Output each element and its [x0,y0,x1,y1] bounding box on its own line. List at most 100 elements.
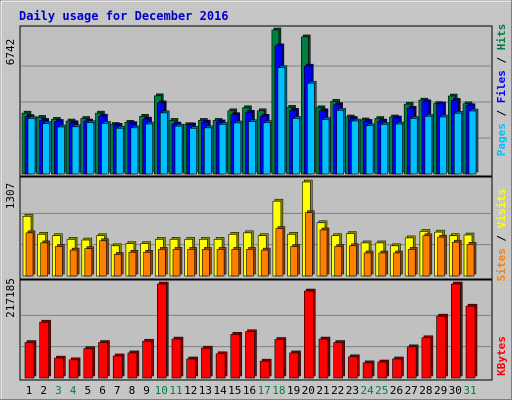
bar-kbytes-15 [230,332,243,379]
x-tick-label: 8 [129,384,136,397]
x-tick-label: 24 [360,384,374,397]
legend-hits: Hits [495,24,508,51]
bar-kbytes-24 [362,360,375,379]
bar-pages-12 [189,126,199,175]
x-tick-label: 4 [70,384,77,397]
bar-sites-11 [172,247,183,277]
bar-kbytes-7 [112,353,125,379]
bar-kbytes-4 [68,357,81,379]
bar-sites-15 [231,247,242,277]
legend-visits: Visits [495,189,508,229]
bar-kbytes-19 [289,350,301,379]
bar-pages-10 [160,110,170,175]
x-tick-label: 28 [419,384,432,397]
bar-pages-30 [453,111,464,175]
x-tick-label: 31 [463,384,476,397]
x-tick-label: 17 [258,384,271,397]
bar-kbytes-26 [392,356,404,379]
bar-pages-17 [262,120,273,175]
x-tick-label: 25 [375,384,388,397]
chart-title: Daily usage for December 2016 [19,9,229,23]
bar-sites-22 [334,244,344,277]
x-tick-label: 19 [287,384,300,397]
bar-kbytes-3 [54,355,66,379]
bar-pages-25 [380,122,391,175]
bar-pages-9 [145,121,155,175]
bar-sites-17 [260,247,271,277]
bar-kbytes-13 [201,345,213,379]
bar-sites-3 [55,244,65,277]
x-tick-label: 12 [184,384,197,397]
bar-sites-2 [40,240,50,277]
bar-pages-16 [248,119,258,175]
bar-sites-5 [84,246,95,277]
x-tick-label: 13 [199,384,212,397]
x-axis-labels: 1 2 3 4 5 6 7 8 9 10 11 12 13 14 15 16 17 18 19 20 21 22 23 24 2… [26,384,477,397]
bar-pages-24 [365,123,376,175]
x-tick-label: 30 [449,384,462,397]
legend-sites-visits: Sites / Visits [495,189,508,282]
bar-kbytes-25 [377,359,390,379]
bar-kbytes-9 [142,338,154,379]
kbytes-ymax-label: 217185 [4,278,17,318]
bar-kbytes-17 [259,358,272,379]
x-tick-label: 27 [405,384,418,397]
x-tick-label: 10 [155,384,168,397]
bar-sites-27 [407,247,418,277]
bar-sites-12 [187,247,197,277]
legend-sites: Sites [495,248,508,281]
bar-sites-26 [393,250,403,277]
bar-sites-10 [158,247,168,277]
bar-kbytes-28 [421,335,434,379]
x-tick-label: 20 [302,384,315,397]
bar-pages-26 [395,121,405,175]
bar-sites-13 [202,247,212,277]
bar-sites-25 [378,250,389,277]
x-tick-label: 3 [55,384,62,397]
bar-kbytes-27 [406,344,419,379]
bar-pages-14 [218,122,229,175]
bars-layer [21,27,479,379]
bar-sites-29 [437,234,447,277]
bar-kbytes-20 [303,288,316,379]
bar-pages-15 [233,120,244,175]
bar-sites-14 [216,247,227,277]
bar-sites-4 [69,247,80,277]
bar-kbytes-18 [274,337,287,379]
bar-kbytes-12 [186,356,198,379]
legend-hits-files-pages: Pages / Files / Hits [495,24,508,157]
bar-pages-8 [130,125,141,175]
bar-kbytes-8 [127,350,140,379]
bar-sites-21 [319,227,330,277]
bar-sites-18 [275,226,286,277]
x-tick-label: 26 [390,384,403,397]
x-tick-label: 6 [99,384,106,397]
bar-kbytes-10 [157,281,169,379]
bar-kbytes-14 [215,351,228,379]
bar-pages-27 [409,116,420,175]
bar-kbytes-31 [465,303,478,379]
x-tick-label: 11 [169,384,182,397]
bar-sites-8 [128,250,139,277]
x-tick-label: 5 [84,384,91,397]
bar-pages-28 [424,114,435,175]
bar-kbytes-21 [318,336,331,379]
x-tick-label: 22 [331,384,344,397]
visits-ymax-label: 1307 [4,183,17,210]
bar-sites-6 [99,238,109,277]
bar-pages-2 [42,121,52,175]
bar-pages-7 [115,126,126,175]
bar-kbytes-1 [24,340,37,379]
x-tick-label: 23 [346,384,359,397]
bar-pages-13 [204,125,214,175]
x-tick-label: 15 [228,384,241,397]
bar-kbytes-11 [171,336,184,379]
bar-kbytes-23 [348,354,360,379]
bar-sites-1 [25,230,36,277]
legend-files: Files [495,70,508,103]
hits-ymax-label: 6742 [4,39,17,66]
bar-pages-21 [321,117,332,175]
bar-pages-1 [27,116,38,175]
